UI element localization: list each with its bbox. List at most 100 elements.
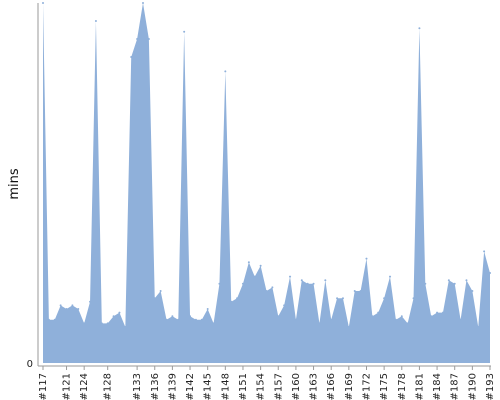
data-point (183, 30, 186, 33)
x-tick-label: #133 (132, 373, 143, 400)
data-point (124, 326, 127, 328)
x-tick-label: #187 (450, 373, 461, 400)
y-tick-label: 0 (27, 359, 33, 370)
data-point (147, 38, 150, 40)
x-tick-label: #145 (203, 373, 214, 400)
data-point (359, 290, 362, 292)
data-point (65, 308, 68, 310)
data-point (271, 286, 274, 289)
data-point (247, 261, 250, 264)
data-point (277, 315, 280, 318)
data-point (341, 297, 344, 300)
x-tick-label: #169 (344, 373, 355, 400)
x-tick-label: #190 (467, 373, 478, 400)
data-point (253, 275, 256, 278)
data-point (200, 318, 203, 321)
data-point (112, 315, 115, 318)
data-point (406, 322, 409, 325)
data-point (347, 326, 350, 328)
data-point (83, 322, 86, 325)
data-point (336, 297, 339, 300)
x-tick-label: #154 (256, 373, 267, 400)
area-series (43, 3, 490, 363)
data-point (418, 27, 421, 30)
data-point (194, 318, 197, 321)
axes (37, 3, 491, 370)
data-point (171, 315, 174, 318)
x-tick-label: #184 (432, 373, 443, 400)
data-point (294, 318, 297, 321)
x-tick-label: #166 (326, 373, 337, 400)
tick-labels: 0 #117 #121 #124 #128 #133 #136 #139 #142 #145 #14… (27, 359, 496, 400)
data-point (283, 304, 286, 307)
data-point (400, 315, 403, 318)
data-point (377, 311, 380, 314)
data-point (130, 56, 133, 58)
data-point (430, 315, 433, 318)
data-point (471, 290, 474, 292)
data-point (483, 250, 486, 253)
data-point (141, 2, 144, 4)
x-tick-label: #172 (361, 373, 372, 400)
x-tick-label: #157 (273, 373, 284, 400)
x-tick-label: #178 (397, 373, 408, 400)
data-point (47, 318, 50, 321)
data-point (371, 315, 374, 318)
y-axis-title: mins (7, 168, 22, 200)
data-point (459, 318, 462, 321)
data-point (436, 311, 439, 314)
data-point (59, 304, 62, 307)
data-point (77, 308, 80, 310)
x-tick-label: #124 (79, 373, 90, 400)
data-point (259, 264, 262, 267)
data-point (236, 297, 239, 300)
data-point (330, 318, 333, 321)
data-point (153, 297, 156, 300)
x-tick-label: #128 (103, 373, 114, 400)
data-point (324, 279, 327, 282)
data-point (71, 304, 74, 307)
data-point (265, 290, 268, 292)
data-point (312, 282, 315, 285)
data-point (394, 318, 397, 321)
data-point (177, 318, 180, 321)
x-tick-label: #117 (38, 373, 49, 400)
x-tick-label: #139 (167, 373, 178, 400)
data-point (218, 282, 221, 285)
data-point (447, 279, 450, 282)
data-point (300, 279, 303, 282)
data-point (94, 20, 97, 22)
x-tick-label: #142 (185, 373, 196, 400)
data-point (383, 297, 386, 300)
data-point (206, 308, 209, 310)
data-point (465, 279, 468, 282)
data-point (42, 2, 44, 4)
data-point (224, 70, 227, 73)
data-point (289, 275, 292, 278)
data-point (489, 272, 491, 274)
data-point (412, 297, 415, 300)
data-point (189, 315, 192, 318)
data-point (241, 282, 244, 285)
data-point (477, 326, 480, 328)
data-point (230, 300, 233, 303)
x-tick-label: #136 (150, 373, 161, 400)
data-point (212, 322, 215, 325)
data-point (306, 282, 309, 285)
x-tick-label: #148 (220, 373, 231, 400)
x-tick-label: #160 (291, 373, 302, 400)
data-point (453, 282, 456, 285)
data-point (389, 275, 392, 278)
data-point (424, 282, 427, 285)
data-point (100, 322, 103, 325)
x-tick-label: #175 (379, 373, 390, 400)
x-tick-label: #193 (485, 373, 496, 400)
data-point (118, 311, 121, 314)
x-tick-label: #181 (414, 373, 425, 400)
data-point (136, 38, 139, 40)
x-tick-label: #163 (309, 373, 320, 400)
data-point (318, 322, 321, 325)
data-point (353, 290, 356, 292)
